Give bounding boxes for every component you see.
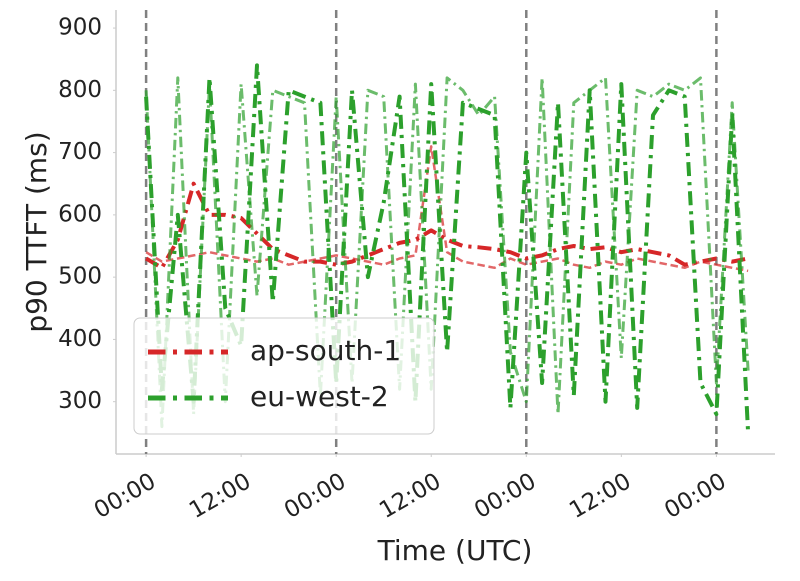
y-tick-label: 800	[58, 77, 102, 103]
legend-label: eu-west-2	[250, 380, 389, 413]
x-tick-label: 00:00	[470, 468, 540, 524]
x-axis-label: Time (UTC)	[377, 534, 533, 567]
series-line	[145, 145, 749, 273]
series-line	[144, 76, 750, 429]
x-tick-label: 12:00	[185, 468, 255, 524]
y-tick-label: 700	[58, 139, 102, 165]
x-tick-label: 00:00	[90, 468, 160, 524]
x-tick-label: 12:00	[565, 468, 635, 524]
legend: ap-south-1 eu-west-2	[133, 317, 435, 435]
y-axis-label: p90 TTFT (ms)	[20, 131, 53, 332]
y-tick-label: 900	[58, 15, 102, 41]
legend-label: ap-south-1	[250, 334, 401, 367]
y-tick-label: 500	[58, 264, 102, 290]
y-tick-label: 400	[58, 326, 102, 352]
series-line	[144, 63, 751, 433]
y-tick-label: 300	[58, 388, 102, 414]
series-line	[145, 181, 749, 270]
x-tick-label: 00:00	[280, 468, 350, 524]
x-tick-label: 12:00	[375, 468, 445, 524]
legend-box	[133, 317, 435, 435]
y-tick-label: 600	[58, 201, 102, 227]
x-tick-label: 00:00	[660, 468, 730, 524]
